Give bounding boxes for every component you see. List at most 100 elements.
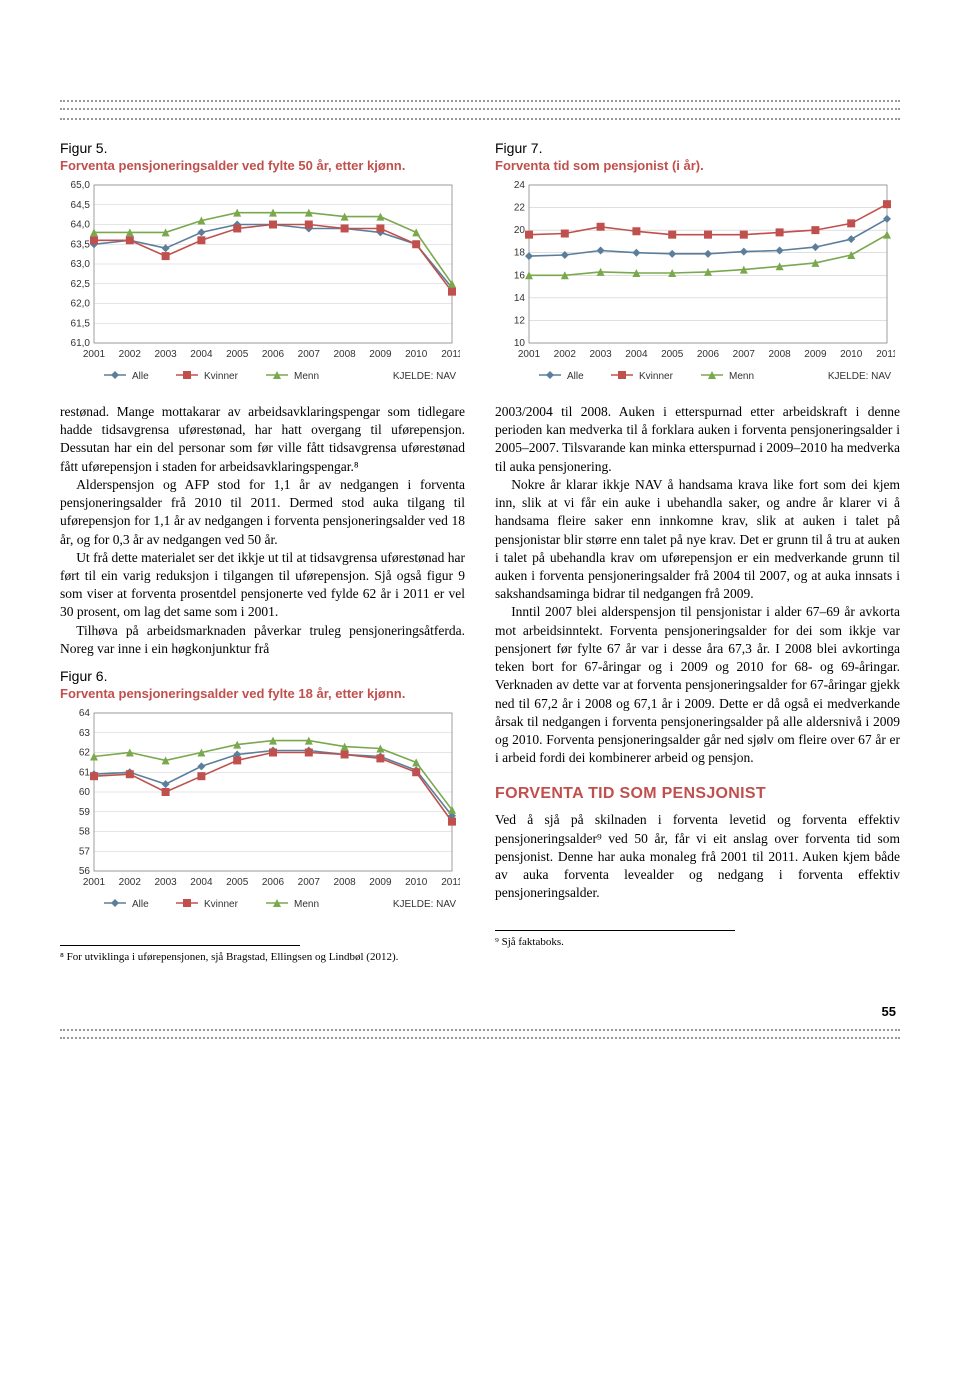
figure-6-chart: 5657585960616263642001200220032004200520… [60,707,465,917]
svg-text:56: 56 [79,866,91,877]
svg-text:2011: 2011 [876,349,895,360]
left-text-1: restønad. Mange mottakarar av arbeidsavk… [60,403,465,658]
svg-text:Alle: Alle [567,371,584,382]
svg-text:2003: 2003 [154,877,177,888]
svg-text:2007: 2007 [733,349,756,360]
figure-6-label: Figur 6. [60,668,465,684]
svg-text:2003: 2003 [589,349,612,360]
svg-text:22: 22 [514,203,526,214]
para: Alderspensjon og AFP stod for 1,1 år av … [60,476,465,549]
para: Ved å sjå på skilnaden i forventa leveti… [495,811,900,902]
svg-text:2008: 2008 [768,349,791,360]
svg-text:63,5: 63,5 [71,239,91,250]
svg-text:2009: 2009 [369,877,392,888]
svg-text:64,5: 64,5 [71,200,91,211]
svg-text:59: 59 [79,807,91,818]
footnote-rule [60,945,300,946]
svg-text:2001: 2001 [83,877,106,888]
footnote-left-text: ⁸ For utviklinga i uførepensjonen, sjå B… [60,951,398,963]
figure-5: Figur 5. Forventa pensjoneringsalder ved… [60,140,465,389]
svg-text:14: 14 [514,293,526,304]
svg-text:57: 57 [79,846,91,857]
svg-text:KJELDE: NAV: KJELDE: NAV [828,371,891,382]
svg-text:2010: 2010 [840,349,863,360]
figure-7-title: Forventa tid som pensjonist (i år). [495,158,900,173]
footnote-right: ⁹ Sjå faktaboks. [495,930,900,949]
footnote-right-text: ⁹ Sjå faktaboks. [495,936,564,948]
svg-text:Menn: Menn [729,371,754,382]
para: restønad. Mange mottakarar av arbeidsavk… [60,403,465,476]
bottom-rule-1 [60,1029,900,1031]
figure-5-label: Figur 5. [60,140,465,156]
svg-text:64: 64 [79,708,91,719]
svg-text:2004: 2004 [190,349,213,360]
svg-text:64,0: 64,0 [71,220,91,231]
svg-text:Menn: Menn [294,899,319,910]
svg-text:62,0: 62,0 [71,299,91,310]
svg-text:58: 58 [79,827,91,838]
svg-text:63,0: 63,0 [71,259,91,270]
page: Figur 5. Forventa pensjoneringsalder ved… [0,0,960,1075]
svg-text:20: 20 [514,225,526,236]
svg-text:63: 63 [79,728,91,739]
svg-text:2009: 2009 [369,349,392,360]
figure-7: Figur 7. Forventa tid som pensjonist (i … [495,140,900,389]
svg-text:2006: 2006 [262,349,285,360]
figure-7-chart: 1012141618202224200120022003200420052006… [495,179,900,389]
svg-text:2005: 2005 [226,877,249,888]
svg-text:12: 12 [514,315,526,326]
svg-text:60: 60 [79,787,91,798]
svg-text:2011: 2011 [441,349,460,360]
figure-7-label: Figur 7. [495,140,900,156]
svg-text:Kvinner: Kvinner [639,371,674,382]
para: Tilhøva på arbeidsmarknaden påverkar tru… [60,622,465,658]
svg-text:2002: 2002 [119,349,142,360]
svg-text:Kvinner: Kvinner [204,899,239,910]
svg-text:2010: 2010 [405,877,428,888]
svg-text:KJELDE: NAV: KJELDE: NAV [393,899,456,910]
svg-text:16: 16 [514,270,526,281]
svg-text:2002: 2002 [119,877,142,888]
svg-text:2006: 2006 [697,349,720,360]
para: Inntil 2007 blei alderspensjon til pensj… [495,603,900,767]
svg-text:2004: 2004 [625,349,648,360]
right-text: 2003/2004 til 2008. Auken i etterspurnad… [495,403,900,767]
svg-text:24: 24 [514,180,526,191]
svg-text:18: 18 [514,248,526,259]
svg-text:2007: 2007 [298,349,321,360]
svg-text:61,0: 61,0 [71,338,91,349]
svg-text:2010: 2010 [405,349,428,360]
page-number: 55 [60,1004,900,1019]
svg-text:Alle: Alle [132,371,149,382]
right-text-2: Ved å sjå på skilnaden i forventa leveti… [495,811,900,902]
svg-text:10: 10 [514,338,526,349]
svg-text:KJELDE: NAV: KJELDE: NAV [393,371,456,382]
svg-text:62,5: 62,5 [71,279,91,290]
para: 2003/2004 til 2008. Auken i etterspurnad… [495,403,900,476]
para: Nokre år klarar ikkje NAV å handsama kra… [495,476,900,604]
svg-text:Menn: Menn [294,371,319,382]
figure-5-chart: 61,061,562,062,563,063,564,064,565,02001… [60,179,465,389]
svg-text:2006: 2006 [262,877,285,888]
svg-text:2004: 2004 [190,877,213,888]
svg-text:2009: 2009 [804,349,827,360]
svg-text:2011: 2011 [441,877,460,888]
svg-text:61: 61 [79,767,91,778]
figure-6-title: Forventa pensjoneringsalder ved fylte 18… [60,686,465,701]
footnote-left: ⁸ For utviklinga i uførepensjonen, sjå B… [60,945,465,964]
svg-text:2005: 2005 [661,349,684,360]
svg-text:2007: 2007 [298,877,321,888]
section-head: FORVENTA TID SOM PENSJONIST [495,785,900,803]
svg-text:2003: 2003 [154,349,177,360]
top-rule-1 [60,100,900,102]
footnote-rule [495,930,735,931]
svg-text:2002: 2002 [554,349,577,360]
para: Ut frå dette materialet ser det ikkje ut… [60,549,465,622]
svg-text:2008: 2008 [333,349,356,360]
svg-text:61,5: 61,5 [71,318,91,329]
svg-text:2008: 2008 [333,877,356,888]
svg-text:2005: 2005 [226,349,249,360]
figure-5-title: Forventa pensjoneringsalder ved fylte 50… [60,158,465,173]
bottom-rule-2 [60,1037,900,1039]
svg-text:2001: 2001 [83,349,106,360]
